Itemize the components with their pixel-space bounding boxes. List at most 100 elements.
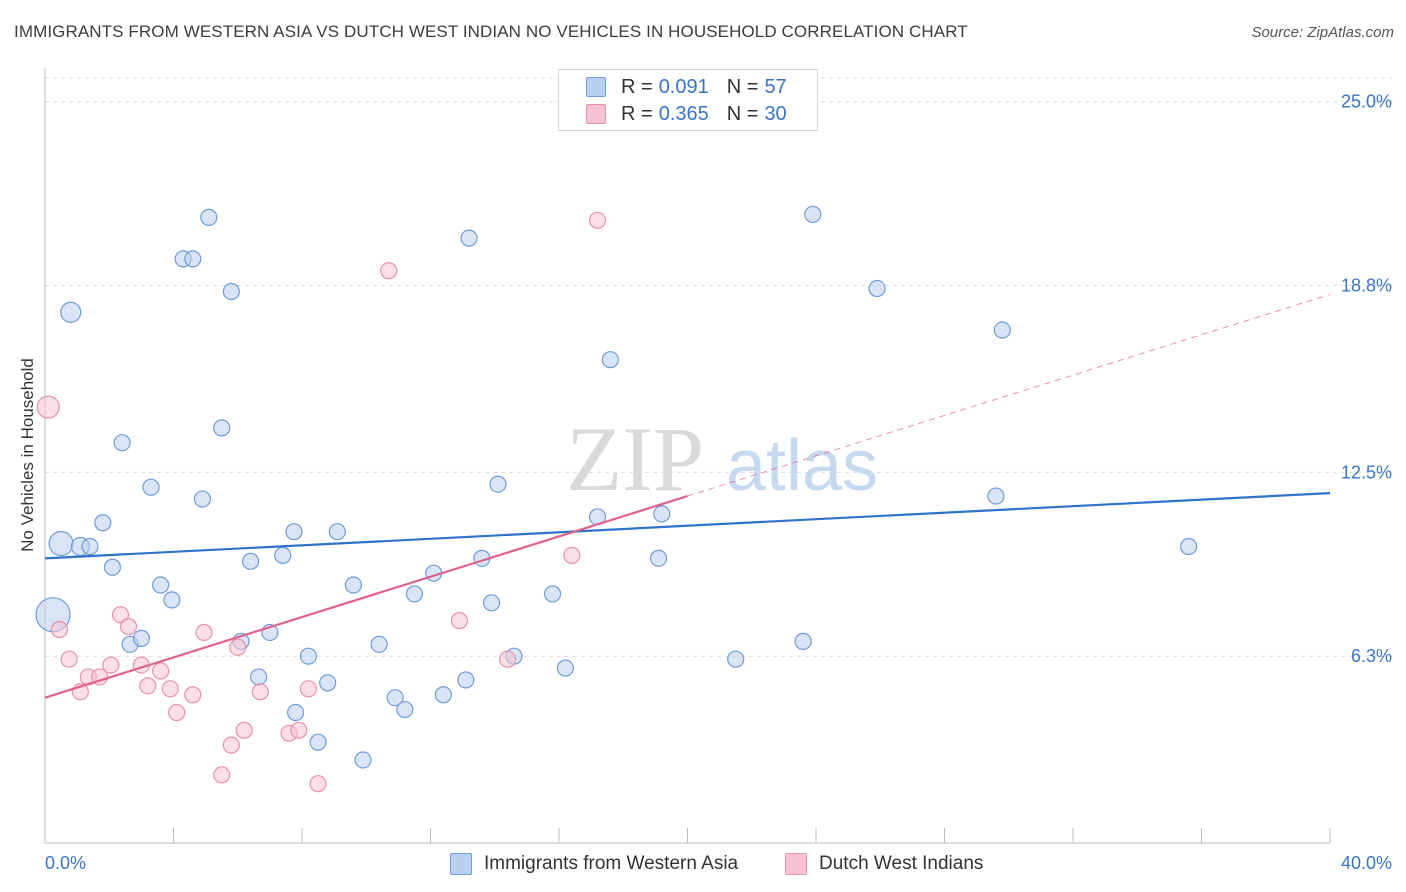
data-point-dutch-west-indians	[111, 606, 130, 624]
legend-swatch-blue	[586, 77, 606, 97]
data-point-western-asia	[286, 703, 305, 722]
legend-n-value: 30	[764, 102, 787, 125]
data-point-western-asia	[142, 478, 160, 496]
bottom-legend-swatch-pink	[785, 853, 807, 875]
data-point-western-asia	[804, 205, 822, 223]
data-point-western-asia	[103, 558, 122, 576]
data-point-western-asia	[213, 419, 231, 437]
data-point-western-asia	[396, 700, 414, 719]
data-point-dutch-west-indians	[299, 680, 318, 698]
chart-title: IMMIGRANTS FROM WESTERN ASIA VS DUTCH WE…	[14, 22, 968, 41]
data-point-western-asia	[132, 629, 150, 648]
data-point-western-asia	[319, 674, 337, 692]
data-point-dutch-west-indians	[450, 612, 469, 630]
data-point-dutch-west-indians	[184, 686, 202, 704]
legend-r-label: R =	[621, 102, 653, 125]
data-point-dutch-west-indians	[290, 721, 308, 739]
y-tick-label: 12.5%	[1341, 462, 1392, 482]
data-point-western-asia	[993, 321, 1011, 339]
data-point-western-asia	[649, 549, 668, 567]
x-tick-label-max: 40.0%	[1341, 853, 1392, 873]
data-point-western-asia	[987, 487, 1005, 505]
data-point-dutch-west-indians	[251, 683, 269, 701]
data-point-western-asia	[482, 594, 501, 612]
data-point-western-asia	[460, 229, 478, 247]
data-point-western-asia	[113, 434, 131, 452]
legend-r-value: 0.091	[658, 75, 709, 98]
tick-labels: 6.3% 12.5% 18.8% 25.0% 0.0% 40.0%	[45, 92, 1392, 873]
legend-swatch-pink	[586, 104, 606, 124]
data-point-dutch-west-indians	[152, 662, 170, 680]
data-point-western-asia	[543, 585, 562, 603]
data-point-dutch-west-indians	[139, 677, 157, 695]
legend-r-value: 0.365	[658, 102, 709, 125]
watermark-zip: ZIP	[566, 408, 704, 510]
data-point-dutch-west-indians	[229, 638, 247, 656]
data-point-western-asia	[328, 523, 346, 541]
data-point-western-asia	[344, 576, 362, 594]
data-point-western-asia	[457, 671, 475, 689]
legend-n-label: N =	[726, 102, 759, 125]
trend-line-extension-dutch-west-indians	[687, 293, 1331, 497]
data-point-western-asia	[193, 490, 212, 508]
bottom-legend-western-asia: Immigrants from Western Asia	[450, 852, 738, 876]
data-point-dutch-west-indians	[235, 721, 253, 739]
data-point-western-asia	[200, 208, 218, 226]
gridlines	[45, 77, 1392, 657]
axes	[44, 68, 1331, 844]
bottom-legend-label: Dutch West Indians	[819, 853, 984, 874]
data-point-dutch-west-indians	[168, 703, 186, 722]
data-point-western-asia	[556, 659, 575, 677]
legend-row-dutch-west-indians: R = 0.365 N = 30	[586, 102, 787, 125]
data-point-western-asia	[727, 650, 745, 668]
data-point-western-asia	[60, 301, 82, 323]
data-point-western-asia	[94, 514, 112, 532]
data-point-western-asia	[242, 552, 260, 570]
data-point-western-asia	[370, 635, 388, 653]
y-tick-label: 6.3%	[1351, 646, 1392, 666]
data-point-dutch-west-indians	[499, 650, 517, 668]
data-point-dutch-west-indians	[36, 395, 60, 419]
data-point-dutch-west-indians	[119, 617, 138, 636]
data-point-western-asia	[489, 475, 507, 493]
data-point-western-asia	[601, 351, 620, 369]
data-point-dutch-west-indians	[50, 620, 69, 639]
bottom-legend-dutch-west-indians: Dutch West Indians	[785, 852, 983, 876]
data-point-western-asia	[653, 505, 671, 523]
data-point-western-asia	[152, 576, 170, 594]
data-point-western-asia	[274, 546, 292, 564]
series-western-asia	[35, 205, 1198, 769]
data-point-western-asia	[285, 523, 303, 541]
data-point-western-asia	[354, 751, 372, 769]
data-point-western-asia	[868, 279, 886, 298]
data-point-western-asia	[163, 591, 181, 609]
data-point-dutch-west-indians	[195, 623, 213, 642]
data-point-dutch-west-indians	[309, 775, 327, 793]
x-tick-label-min: 0.0%	[45, 853, 86, 873]
data-point-dutch-west-indians	[213, 766, 231, 784]
y-tick-label: 25.0%	[1341, 92, 1392, 112]
data-point-western-asia	[299, 647, 318, 665]
source-credit: Source: ZipAtlas.com	[1251, 24, 1394, 41]
data-point-western-asia	[434, 686, 452, 704]
data-point-western-asia	[794, 632, 812, 650]
data-point-dutch-west-indians	[588, 211, 607, 229]
data-point-dutch-west-indians	[222, 736, 240, 754]
y-tick-label: 18.8%	[1341, 276, 1392, 296]
data-point-dutch-west-indians	[380, 262, 398, 280]
data-point-western-asia	[184, 250, 202, 268]
data-point-western-asia	[250, 668, 268, 686]
legend-r-label: R =	[621, 75, 653, 98]
bottom-legend-label: Immigrants from Western Asia	[484, 853, 739, 874]
data-point-western-asia	[48, 530, 74, 557]
legend-n-value: 57	[764, 75, 787, 98]
data-point-western-asia	[386, 689, 404, 707]
data-point-dutch-west-indians	[563, 546, 581, 564]
trend-line-dutch-west-indians	[44, 495, 688, 699]
trend-lines	[44, 293, 1331, 699]
data-point-western-asia	[1180, 537, 1198, 556]
data-point-western-asia	[222, 282, 240, 301]
trend-line-western-asia	[44, 492, 1331, 560]
data-point-dutch-west-indians	[60, 650, 78, 668]
